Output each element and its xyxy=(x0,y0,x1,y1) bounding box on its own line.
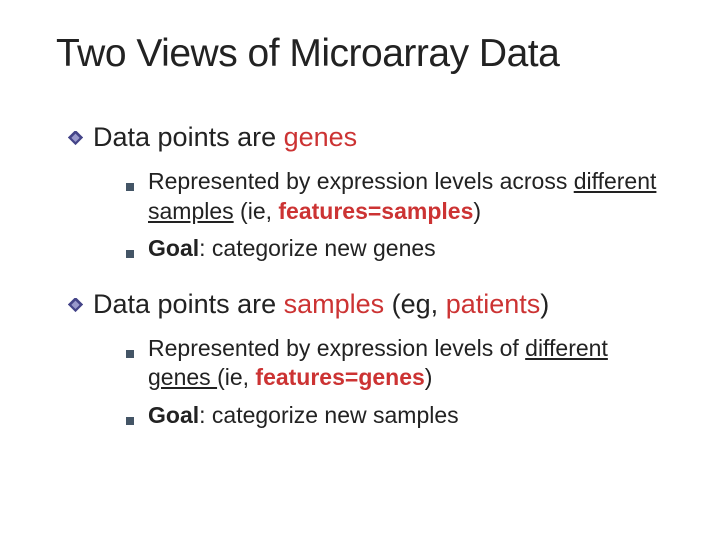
level2-text: Goal: categorize new samples xyxy=(148,401,459,430)
square-bullet-icon xyxy=(126,178,134,196)
text-feature: features=samples xyxy=(278,198,473,224)
square-bullet-icon xyxy=(126,412,134,430)
bullet-level2: Goal: categorize new genes xyxy=(126,234,672,263)
text-run: : categorize new samples xyxy=(199,402,459,428)
text-accent: genes xyxy=(284,122,358,152)
text-goal: Goal xyxy=(148,235,199,261)
text-run: Represented by expression levels of xyxy=(148,335,525,361)
diamond-bullet-icon xyxy=(68,131,83,151)
bullet-level1: Data points are genes xyxy=(68,121,672,153)
bullet-level2: Represented by expression levels across … xyxy=(126,167,672,226)
level1-text: Data points are samples (eg, patients) xyxy=(93,288,549,320)
level1-text: Data points are genes xyxy=(93,121,357,153)
text-accent: samples xyxy=(284,289,385,319)
text-run: Represented by expression levels across xyxy=(148,168,574,194)
text-run: ) xyxy=(425,364,433,390)
bullet-level2: Represented by expression levels of diff… xyxy=(126,334,672,393)
level2-text: Represented by expression levels across … xyxy=(148,167,672,226)
diamond-bullet-icon xyxy=(68,298,83,318)
text-run: ) xyxy=(540,289,549,319)
text-goal: Goal xyxy=(148,402,199,428)
text-feature: features=genes xyxy=(255,364,424,390)
square-bullet-icon xyxy=(126,345,134,363)
text-run: ) xyxy=(473,198,481,224)
text-run: (ie, xyxy=(217,364,255,390)
level2-text: Represented by expression levels of diff… xyxy=(148,334,672,393)
text-accent: patients xyxy=(446,289,541,319)
text-run: (ie, xyxy=(234,198,279,224)
square-bullet-icon xyxy=(126,245,134,263)
slide: Two Views of Microarray Data Data points… xyxy=(0,0,720,540)
text-run: Data points are xyxy=(93,289,284,319)
bullet-level1: Data points are samples (eg, patients) xyxy=(68,288,672,320)
level2-text: Goal: categorize new genes xyxy=(148,234,436,263)
text-run: Data points are xyxy=(93,122,284,152)
text-run: (eg, xyxy=(384,289,446,319)
bullet-level2: Goal: categorize new samples xyxy=(126,401,672,430)
text-run: : categorize new genes xyxy=(199,235,436,261)
slide-title: Two Views of Microarray Data xyxy=(56,32,672,77)
